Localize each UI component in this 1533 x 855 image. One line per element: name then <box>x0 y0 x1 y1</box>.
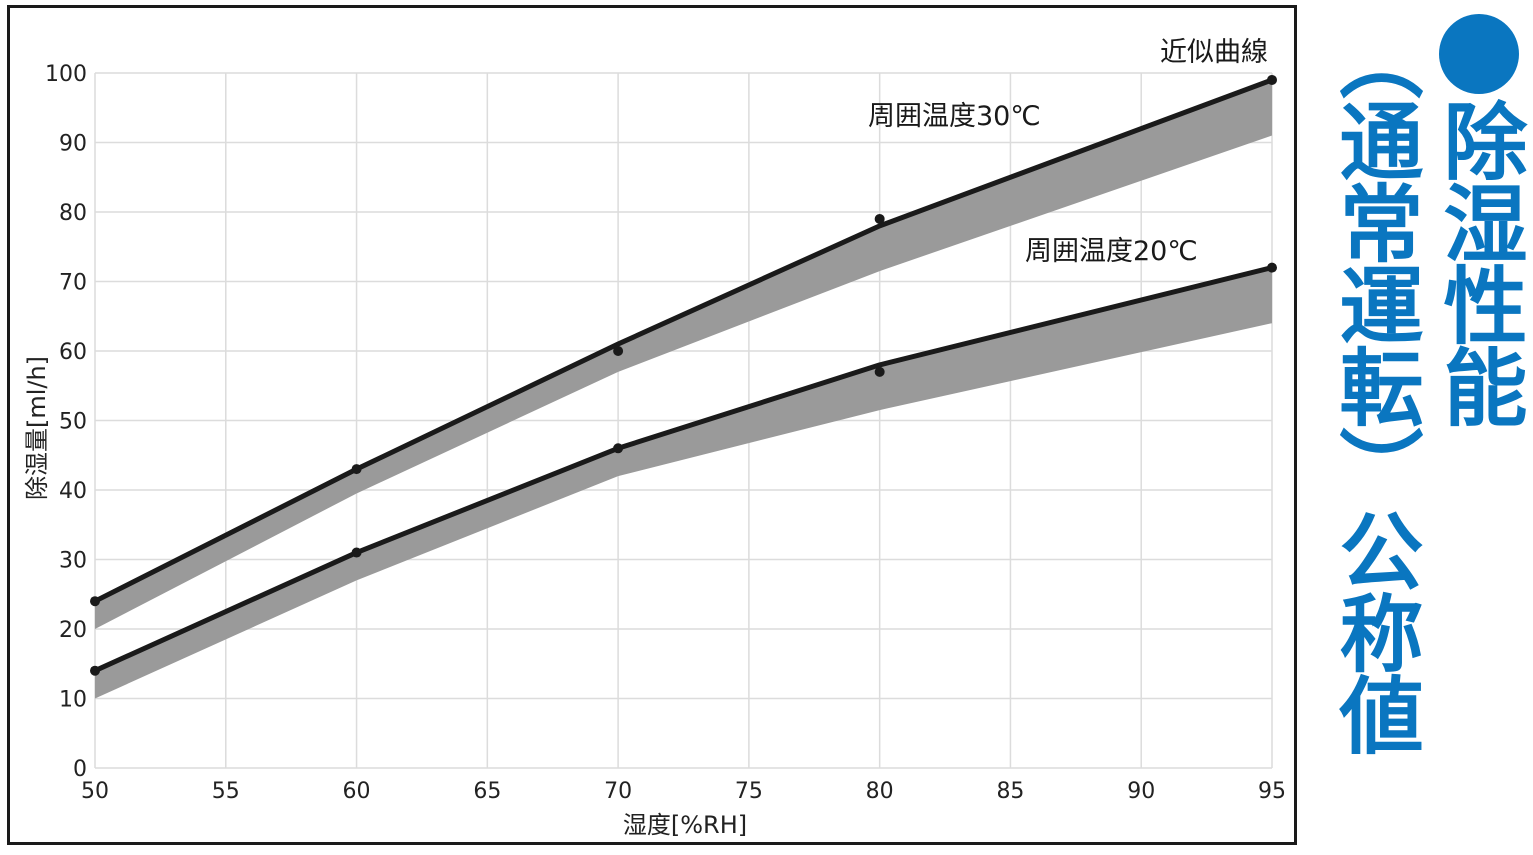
y-tick-label: 80 <box>59 201 87 226</box>
dehumidification-chart: 50 55 60 65 70 75 80 85 90 95 0 10 20 30 40 50 60 70 80 90 1… <box>23 37 1286 839</box>
chart-frame: 50 55 60 65 70 75 80 85 90 95 0 10 20 30 40 50 60 70 80 90 1… <box>7 5 1297 845</box>
y-tick-label: 60 <box>59 340 87 365</box>
data-point <box>613 346 624 356</box>
x-tick-label: 95 <box>1258 779 1286 804</box>
x-tick-label: 65 <box>473 779 501 804</box>
y-tick-label: 100 <box>45 62 87 87</box>
data-point <box>351 464 362 475</box>
y-tick-label: 20 <box>59 618 87 643</box>
bullet-circle-icon <box>1439 14 1519 94</box>
data-point <box>874 366 885 377</box>
x-tick-label: 75 <box>735 779 763 804</box>
data-point <box>613 443 624 454</box>
title-line-1: 除湿性能 <box>1430 98 1528 426</box>
data-point <box>90 665 100 676</box>
x-tick-label: 60 <box>343 779 371 804</box>
x-tick-label: 85 <box>996 779 1024 804</box>
y-tick-label: 10 <box>59 688 87 713</box>
y-tick-label: 70 <box>59 271 87 296</box>
y-axis-title: 除湿量[ml/h] <box>23 356 51 500</box>
x-tick-label: 50 <box>81 779 109 804</box>
data-point <box>351 547 362 558</box>
temp30-label: 周囲温度30℃ <box>868 101 1041 132</box>
tolerance-band-t30 <box>95 79 1272 629</box>
tolerance-band-t20 <box>95 267 1272 699</box>
x-tick-label: 80 <box>866 779 894 804</box>
temp20-label: 周囲温度20℃ <box>1025 236 1198 267</box>
title-line-2: （通常運転）公称値 <box>1326 16 1424 754</box>
side-title: 除湿性能 （通常運転）公称値 <box>1312 8 1528 848</box>
data-point <box>1267 74 1277 85</box>
y-tick-label: 30 <box>59 549 87 574</box>
x-tick-label: 70 <box>604 779 632 804</box>
data-point <box>1267 262 1277 273</box>
y-tick-label: 50 <box>59 410 87 435</box>
data-point <box>874 213 885 224</box>
x-tick-label: 55 <box>212 779 240 804</box>
data-point <box>90 596 100 607</box>
x-tick-label: 90 <box>1127 779 1155 804</box>
y-tick-label: 0 <box>73 757 87 782</box>
y-tick-label: 90 <box>59 132 87 157</box>
x-axis-title: 湿度[%RH] <box>623 811 747 839</box>
approx-curve-label: 近似曲線 <box>1160 37 1268 68</box>
approx-curve-t30 <box>92 77 1275 604</box>
y-tick-label: 40 <box>59 479 87 504</box>
